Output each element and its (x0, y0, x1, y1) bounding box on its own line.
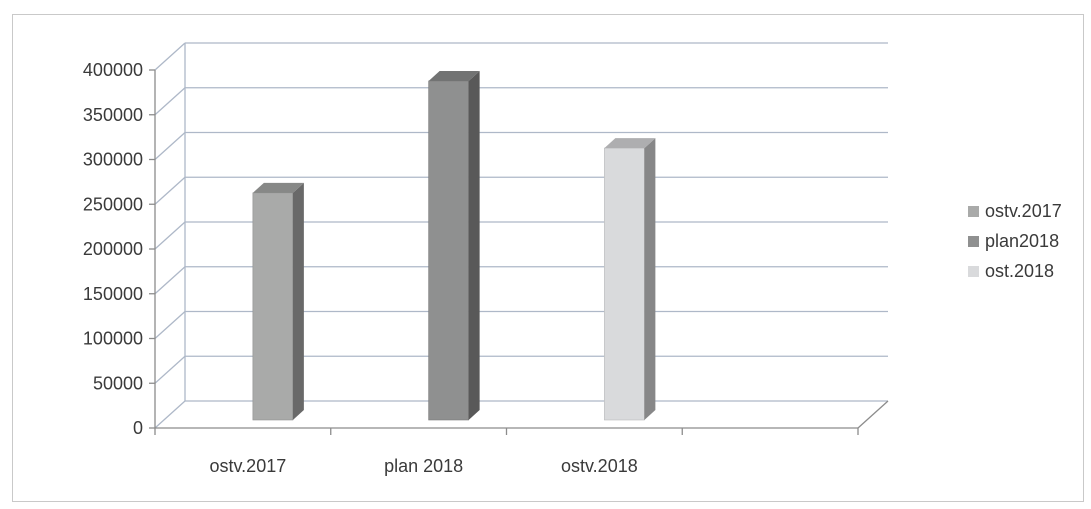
legend-label: plan2018 (985, 231, 1059, 251)
axes (149, 69, 889, 435)
gridline-side (154, 266, 186, 295)
y-tick-label: 400000 (83, 60, 143, 80)
bar-plan2018 (428, 70, 480, 421)
legend-item: ostv.2017 (968, 201, 1062, 221)
bar-top (604, 138, 656, 149)
gridline-side (154, 176, 186, 205)
floor-right-edge (857, 400, 889, 429)
legend-label: ostv.2017 (985, 201, 1062, 221)
y-axis-tick-labels: 0 50000 100000 150000 200000 250000 300000 3500… (83, 60, 143, 438)
legend-swatch (968, 236, 979, 247)
legend: ostv.2017 plan2018 ost.2018 (968, 201, 1062, 281)
x-category-label: ostv.2017 (210, 456, 287, 476)
y-tick-label: 350000 (83, 105, 143, 125)
bar-front (252, 192, 294, 421)
y-tick-label: 100000 (83, 329, 143, 349)
y-tick-label: 50000 (93, 373, 143, 393)
legend-label: ost.2018 (985, 261, 1054, 281)
gridline-side (154, 221, 186, 250)
gridline-side (154, 87, 186, 116)
bar-front (604, 147, 645, 421)
y-tick-label: 0 (133, 418, 143, 438)
x-category-label: ostv.2018 (561, 456, 638, 476)
x-axis-category-labels: ostv.2017 plan 2018 ostv.2018 (210, 456, 638, 476)
legend-swatch (968, 266, 979, 277)
legend-item: plan2018 (968, 231, 1059, 251)
bar-side (292, 182, 304, 420)
chart-frame (12, 14, 1084, 502)
legend-item: ost.2018 (968, 261, 1054, 281)
gridline-side (154, 355, 186, 384)
bar-side (644, 138, 656, 420)
bar-top (428, 70, 480, 81)
bar-top (252, 182, 304, 193)
gridline-side (154, 311, 186, 339)
bar-ost.2018 (604, 138, 656, 421)
x-category-label: plan 2018 (384, 456, 463, 476)
gridline-side (154, 400, 186, 429)
y-tick-label: 200000 (83, 239, 143, 259)
y-tick-label: 300000 (83, 150, 143, 170)
y-tick-label: 150000 (83, 284, 143, 304)
bar-ostv.2017 (252, 182, 304, 421)
y-tick-label: 250000 (83, 194, 143, 214)
gridline-side (154, 42, 186, 71)
bars (252, 70, 656, 421)
legend-swatch (968, 206, 979, 217)
bar-side (468, 70, 480, 420)
bar-front (428, 80, 469, 421)
gridline-side (154, 132, 186, 160)
